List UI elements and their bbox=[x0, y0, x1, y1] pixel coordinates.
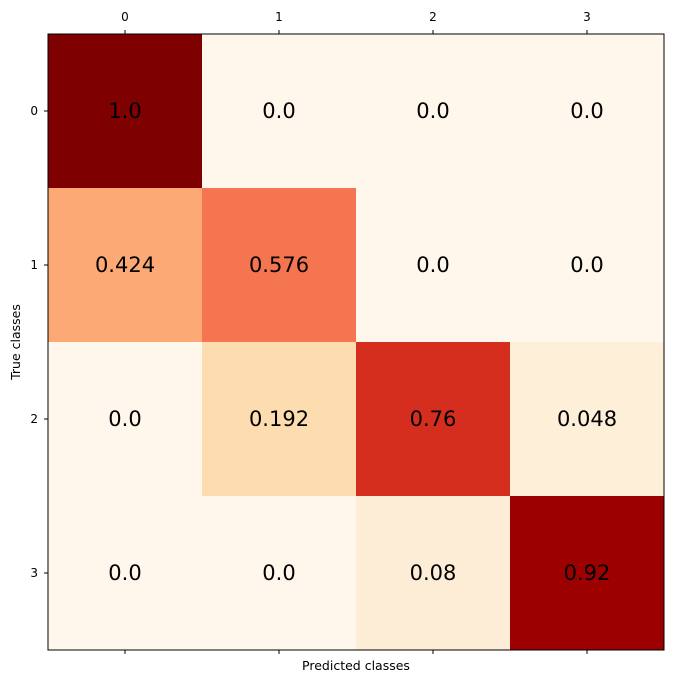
cell-value-label: 1.0 bbox=[108, 99, 141, 123]
cell-value-label: 0.0 bbox=[108, 407, 141, 431]
y-tick-label: 2 bbox=[30, 412, 38, 426]
y-axis-label: True classes bbox=[8, 304, 23, 381]
cell-value-label: 0.576 bbox=[249, 253, 309, 277]
heatmap-cell bbox=[356, 188, 510, 342]
cell-value-label: 0.0 bbox=[416, 253, 449, 277]
cell-value-label: 0.0 bbox=[416, 99, 449, 123]
cell-value-label: 0.76 bbox=[410, 407, 457, 431]
cell-value-label: 0.0 bbox=[262, 99, 295, 123]
y-tick-label: 1 bbox=[30, 258, 38, 272]
cell-value-label: 0.048 bbox=[557, 407, 617, 431]
x-axis-ticks: 0 1 2 3 bbox=[121, 10, 591, 654]
heatmap-cell bbox=[48, 496, 202, 650]
cell-value-label: 0.0 bbox=[570, 99, 603, 123]
cell-value-label: 0.92 bbox=[564, 561, 611, 585]
heatmap-cells bbox=[48, 34, 664, 650]
heatmap-cell bbox=[48, 342, 202, 496]
heatmap-cell bbox=[202, 34, 356, 188]
x-tick-label: 1 bbox=[275, 10, 283, 24]
heatmap-cell bbox=[510, 188, 664, 342]
heatmap-cell bbox=[356, 496, 510, 650]
heatmap-cell bbox=[202, 188, 356, 342]
heatmap-cell bbox=[510, 496, 664, 650]
heatmap-cell bbox=[356, 342, 510, 496]
heatmap-cell bbox=[510, 34, 664, 188]
heatmap-cell bbox=[510, 342, 664, 496]
heatmap-cell bbox=[48, 34, 202, 188]
heatmap-cell bbox=[356, 34, 510, 188]
cell-value-label: 0.192 bbox=[249, 407, 309, 431]
x-tick-label: 3 bbox=[583, 10, 591, 24]
x-tick-label: 2 bbox=[429, 10, 437, 24]
cell-value-label: 0.08 bbox=[410, 561, 457, 585]
x-tick-label: 0 bbox=[121, 10, 129, 24]
cell-value-label: 0.0 bbox=[108, 561, 141, 585]
heatmap-cell bbox=[202, 496, 356, 650]
cell-value-label: 0.424 bbox=[95, 253, 155, 277]
heatmap-cell bbox=[48, 188, 202, 342]
cell-value-labels: 1.0 0.0 0.0 0.0 0.424 0.576 0.0 0.0 0.0 0.192 0.76… bbox=[95, 99, 617, 585]
x-axis-label: Predicted classes bbox=[302, 658, 410, 673]
y-axis-ticks: 0 1 2 3 bbox=[30, 104, 48, 580]
cell-value-label: 0.0 bbox=[570, 253, 603, 277]
cell-value-label: 0.0 bbox=[262, 561, 295, 585]
y-tick-label: 3 bbox=[30, 566, 38, 580]
heatmap-cell bbox=[202, 342, 356, 496]
y-tick-label: 0 bbox=[30, 104, 38, 118]
plot-frame bbox=[47, 33, 665, 651]
